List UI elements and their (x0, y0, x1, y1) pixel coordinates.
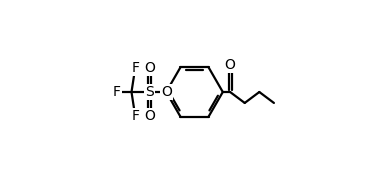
Text: F: F (131, 109, 139, 123)
Text: O: O (144, 61, 155, 75)
Text: O: O (144, 109, 155, 123)
Text: F: F (113, 85, 121, 99)
Text: O: O (225, 58, 236, 72)
Text: S: S (145, 85, 154, 99)
Text: F: F (131, 61, 139, 75)
Text: O: O (161, 85, 172, 99)
